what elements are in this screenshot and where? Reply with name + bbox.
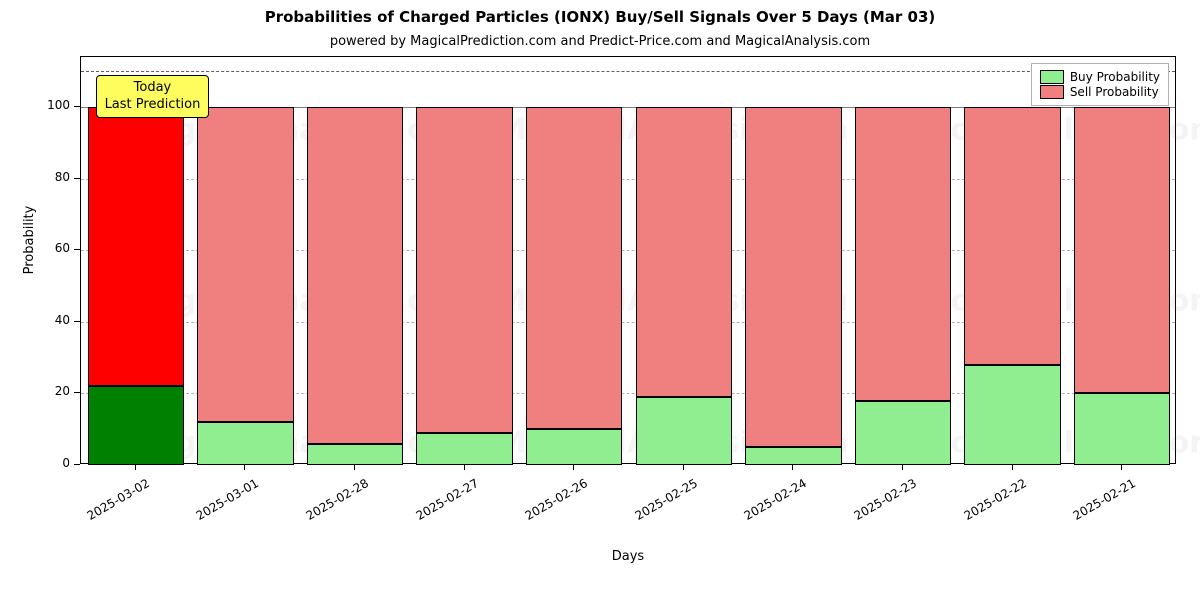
x-tick-label: 2025-02-25 <box>606 476 700 538</box>
y-axis-label: Probability <box>22 180 37 300</box>
y-tick <box>74 249 80 250</box>
sell-bar <box>307 107 403 443</box>
x-tick-label: 2025-03-02 <box>58 476 152 538</box>
sell-bar <box>636 107 732 397</box>
x-tick <box>573 464 574 470</box>
legend-row-buy: Buy Probability <box>1040 70 1160 84</box>
buy-bar <box>1074 393 1170 465</box>
buy-bar <box>964 365 1060 465</box>
chart-title: Probabilities of Charged Particles (IONX… <box>0 8 1200 26</box>
plot-area: MagicalAnalysis.comMagicalAnalysis.comMa… <box>80 56 1176 464</box>
y-tick-label: 100 <box>20 98 70 112</box>
y-tick-label: 0 <box>20 456 70 470</box>
sell-bar <box>416 107 512 433</box>
x-tick <box>683 464 684 470</box>
buy-bar <box>197 422 293 465</box>
buy-bar <box>307 444 403 465</box>
x-axis-label: Days <box>80 549 1176 564</box>
y-tick-label: 40 <box>20 313 70 327</box>
x-tick-label: 2025-02-26 <box>497 476 591 538</box>
buy-bar <box>416 433 512 465</box>
x-tick <box>135 464 136 470</box>
x-tick-label: 2025-03-01 <box>168 476 262 538</box>
buy-bar <box>88 386 184 465</box>
x-tick <box>354 464 355 470</box>
sell-bar <box>745 107 841 447</box>
buy-bar <box>526 429 622 465</box>
buy-bar <box>855 401 951 465</box>
callout-line-2: Last Prediction <box>105 97 201 113</box>
y-tick <box>74 464 80 465</box>
x-tick-label: 2025-02-27 <box>387 476 481 538</box>
legend-label-buy: Buy Probability <box>1070 70 1160 84</box>
x-tick <box>792 464 793 470</box>
x-tick-label: 2025-02-21 <box>1045 476 1139 538</box>
x-tick <box>1121 464 1122 470</box>
legend-swatch-buy <box>1040 70 1064 84</box>
x-tick-label: 2025-02-24 <box>716 476 810 538</box>
y-tick-label: 20 <box>20 384 70 398</box>
legend: Buy Probability Sell Probability <box>1031 63 1169 106</box>
legend-label-sell: Sell Probability <box>1070 85 1159 99</box>
figure: Probabilities of Charged Particles (IONX… <box>0 0 1200 600</box>
chart-subtitle: powered by MagicalPrediction.com and Pre… <box>0 34 1200 49</box>
callout-line-1: Today <box>105 80 201 96</box>
sell-bar <box>88 107 184 386</box>
y-tick <box>74 178 80 179</box>
x-tick-label: 2025-02-28 <box>277 476 371 538</box>
y-tick <box>74 321 80 322</box>
x-tick <box>1012 464 1013 470</box>
today-callout: Today Last Prediction <box>96 75 210 118</box>
legend-swatch-sell <box>1040 85 1064 99</box>
sell-bar <box>526 107 622 429</box>
sell-bar <box>1074 107 1170 393</box>
x-tick-label: 2025-02-23 <box>825 476 919 538</box>
y-tick <box>74 106 80 107</box>
x-tick <box>464 464 465 470</box>
x-tick <box>902 464 903 470</box>
sell-bar <box>964 107 1060 365</box>
buy-bar <box>745 447 841 465</box>
buy-bar <box>636 397 732 465</box>
sell-bar <box>197 107 293 422</box>
x-tick <box>244 464 245 470</box>
top-dashed-line <box>81 71 1175 72</box>
legend-row-sell: Sell Probability <box>1040 85 1160 99</box>
x-tick-label: 2025-02-22 <box>935 476 1029 538</box>
sell-bar <box>855 107 951 400</box>
y-tick <box>74 392 80 393</box>
